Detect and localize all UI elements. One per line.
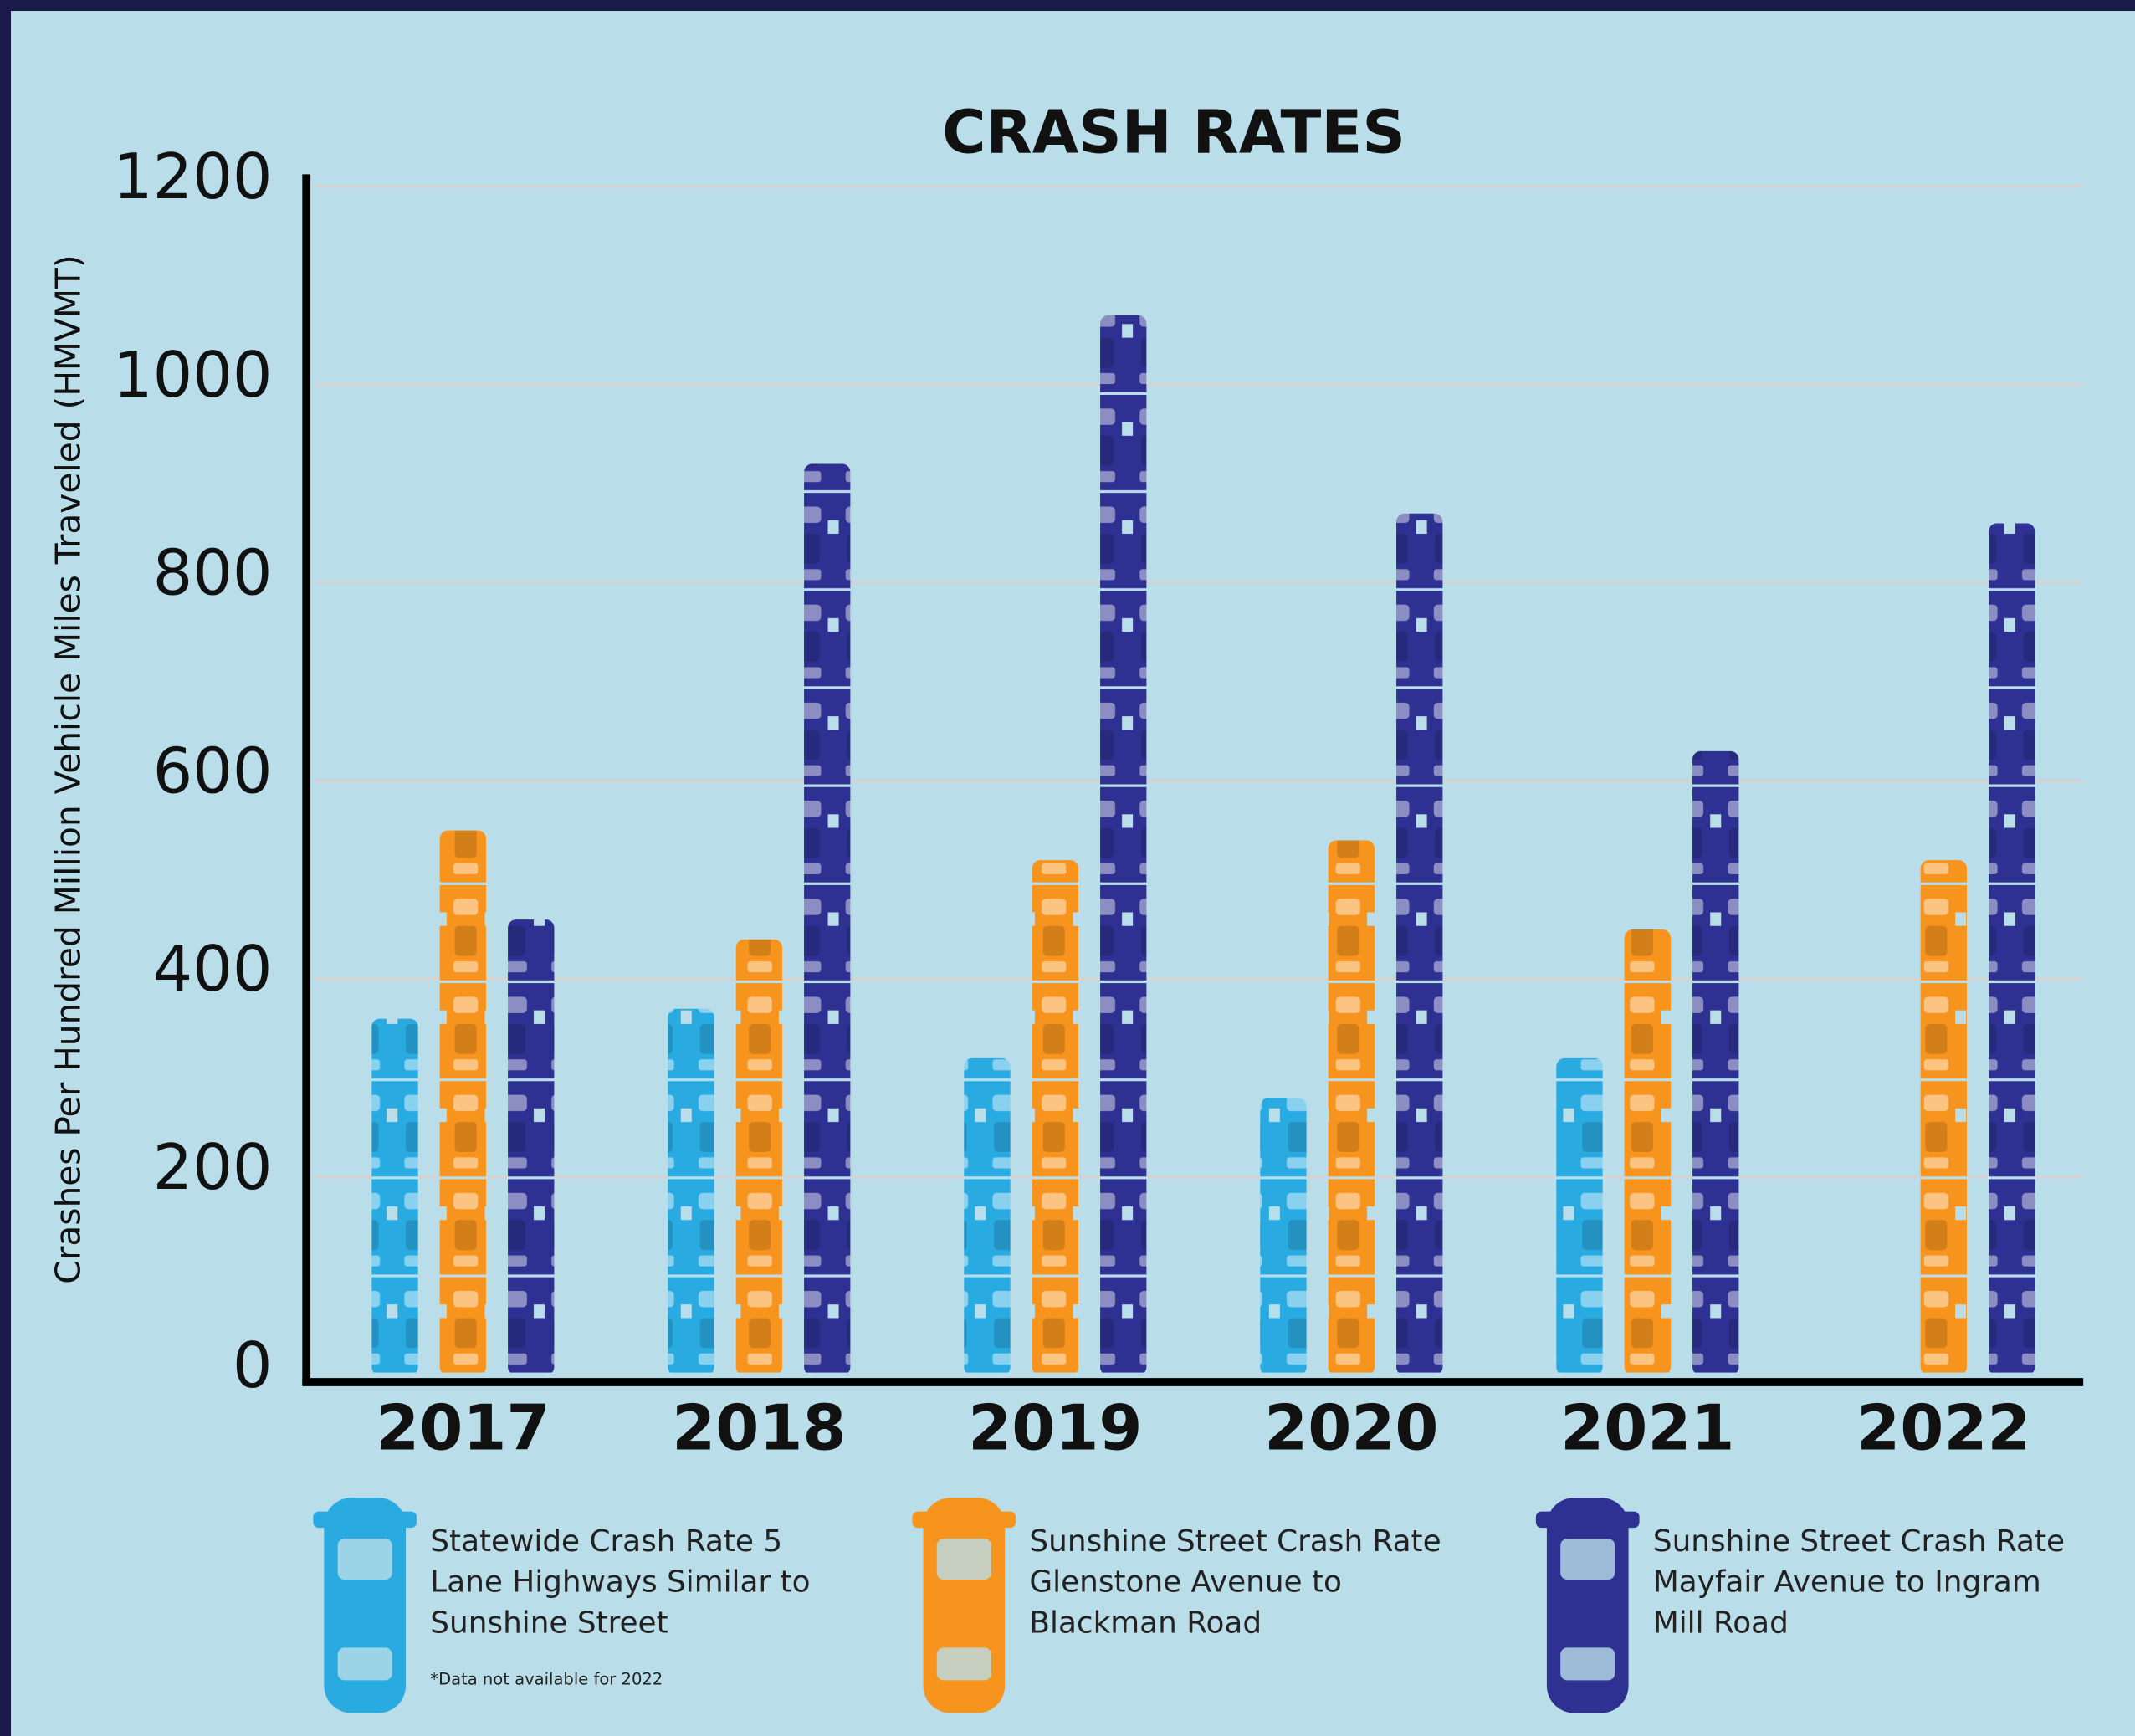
x-tick-label: 2022 — [1856, 1392, 2030, 1465]
x-tick-label: 2017 — [376, 1392, 550, 1465]
y-tick-label: 0 — [233, 1329, 273, 1402]
legend-icon — [1535, 1498, 1640, 1713]
legend-icon-window — [1560, 1647, 1615, 1681]
x-tick-label: 2020 — [1264, 1392, 1438, 1465]
y-tick-label: 400 — [153, 933, 273, 1006]
y-tick-label: 600 — [153, 735, 273, 807]
bar — [1556, 1057, 1603, 1375]
legend-icon-window — [936, 1647, 991, 1681]
legend-icon-mirror — [1535, 1511, 1555, 1529]
legend-icon-mirror — [397, 1511, 417, 1529]
bar — [804, 463, 851, 1375]
bar — [1100, 315, 1147, 1375]
legend-icon-window — [337, 1539, 392, 1580]
legend-label: Sunshine Street Crash Rate Glenstone Ave… — [1029, 1524, 1441, 1641]
legend-icon-body — [1546, 1498, 1629, 1713]
bar — [1624, 929, 1672, 1375]
y-tick-label: 800 — [153, 537, 273, 610]
legend-icon — [313, 1498, 417, 1713]
bar — [1692, 750, 1739, 1375]
bar — [1260, 1098, 1307, 1375]
legend-icon — [912, 1498, 1016, 1713]
legend-icon-mirror — [996, 1511, 1016, 1529]
bar — [735, 939, 783, 1375]
x-tick-label: 2021 — [1560, 1392, 1734, 1465]
bar — [1989, 523, 2035, 1375]
legend-icon-window — [1560, 1539, 1615, 1580]
bar — [1920, 860, 1967, 1375]
legend-icon-mirror — [313, 1511, 333, 1529]
legend-icon-mirror — [912, 1511, 932, 1529]
legend-icon-body — [324, 1498, 407, 1713]
bar — [668, 1008, 714, 1375]
legend-note: *Data not available for 2022 — [430, 1669, 663, 1689]
legend-icon-window — [936, 1539, 991, 1580]
bar — [1396, 513, 1443, 1375]
legend-icon-body — [923, 1498, 1006, 1713]
y-axis-label: Crashes Per Hundred Million Vehicle Mile… — [49, 254, 89, 1283]
x-tick-label: 2018 — [672, 1392, 846, 1465]
legend-icon-window — [337, 1647, 392, 1681]
legend-label: Statewide Crash Rate 5 Lane Highways Sim… — [430, 1524, 811, 1641]
bar — [439, 830, 487, 1375]
bar — [1032, 860, 1079, 1375]
y-tick-label: 1200 — [113, 141, 273, 213]
x-tick-label: 2019 — [968, 1392, 1142, 1465]
bar — [964, 1057, 1011, 1375]
chart-title: CRASH RATES — [942, 97, 1405, 166]
y-tick-label: 1000 — [113, 339, 273, 412]
bar — [371, 1018, 418, 1375]
bar — [1328, 840, 1375, 1375]
y-tick-label: 200 — [153, 1131, 273, 1204]
legend-label: Sunshine Street Crash Rate Mayfair Avenu… — [1652, 1524, 2066, 1641]
bar — [508, 919, 555, 1375]
legend-icon-mirror — [1620, 1511, 1640, 1529]
